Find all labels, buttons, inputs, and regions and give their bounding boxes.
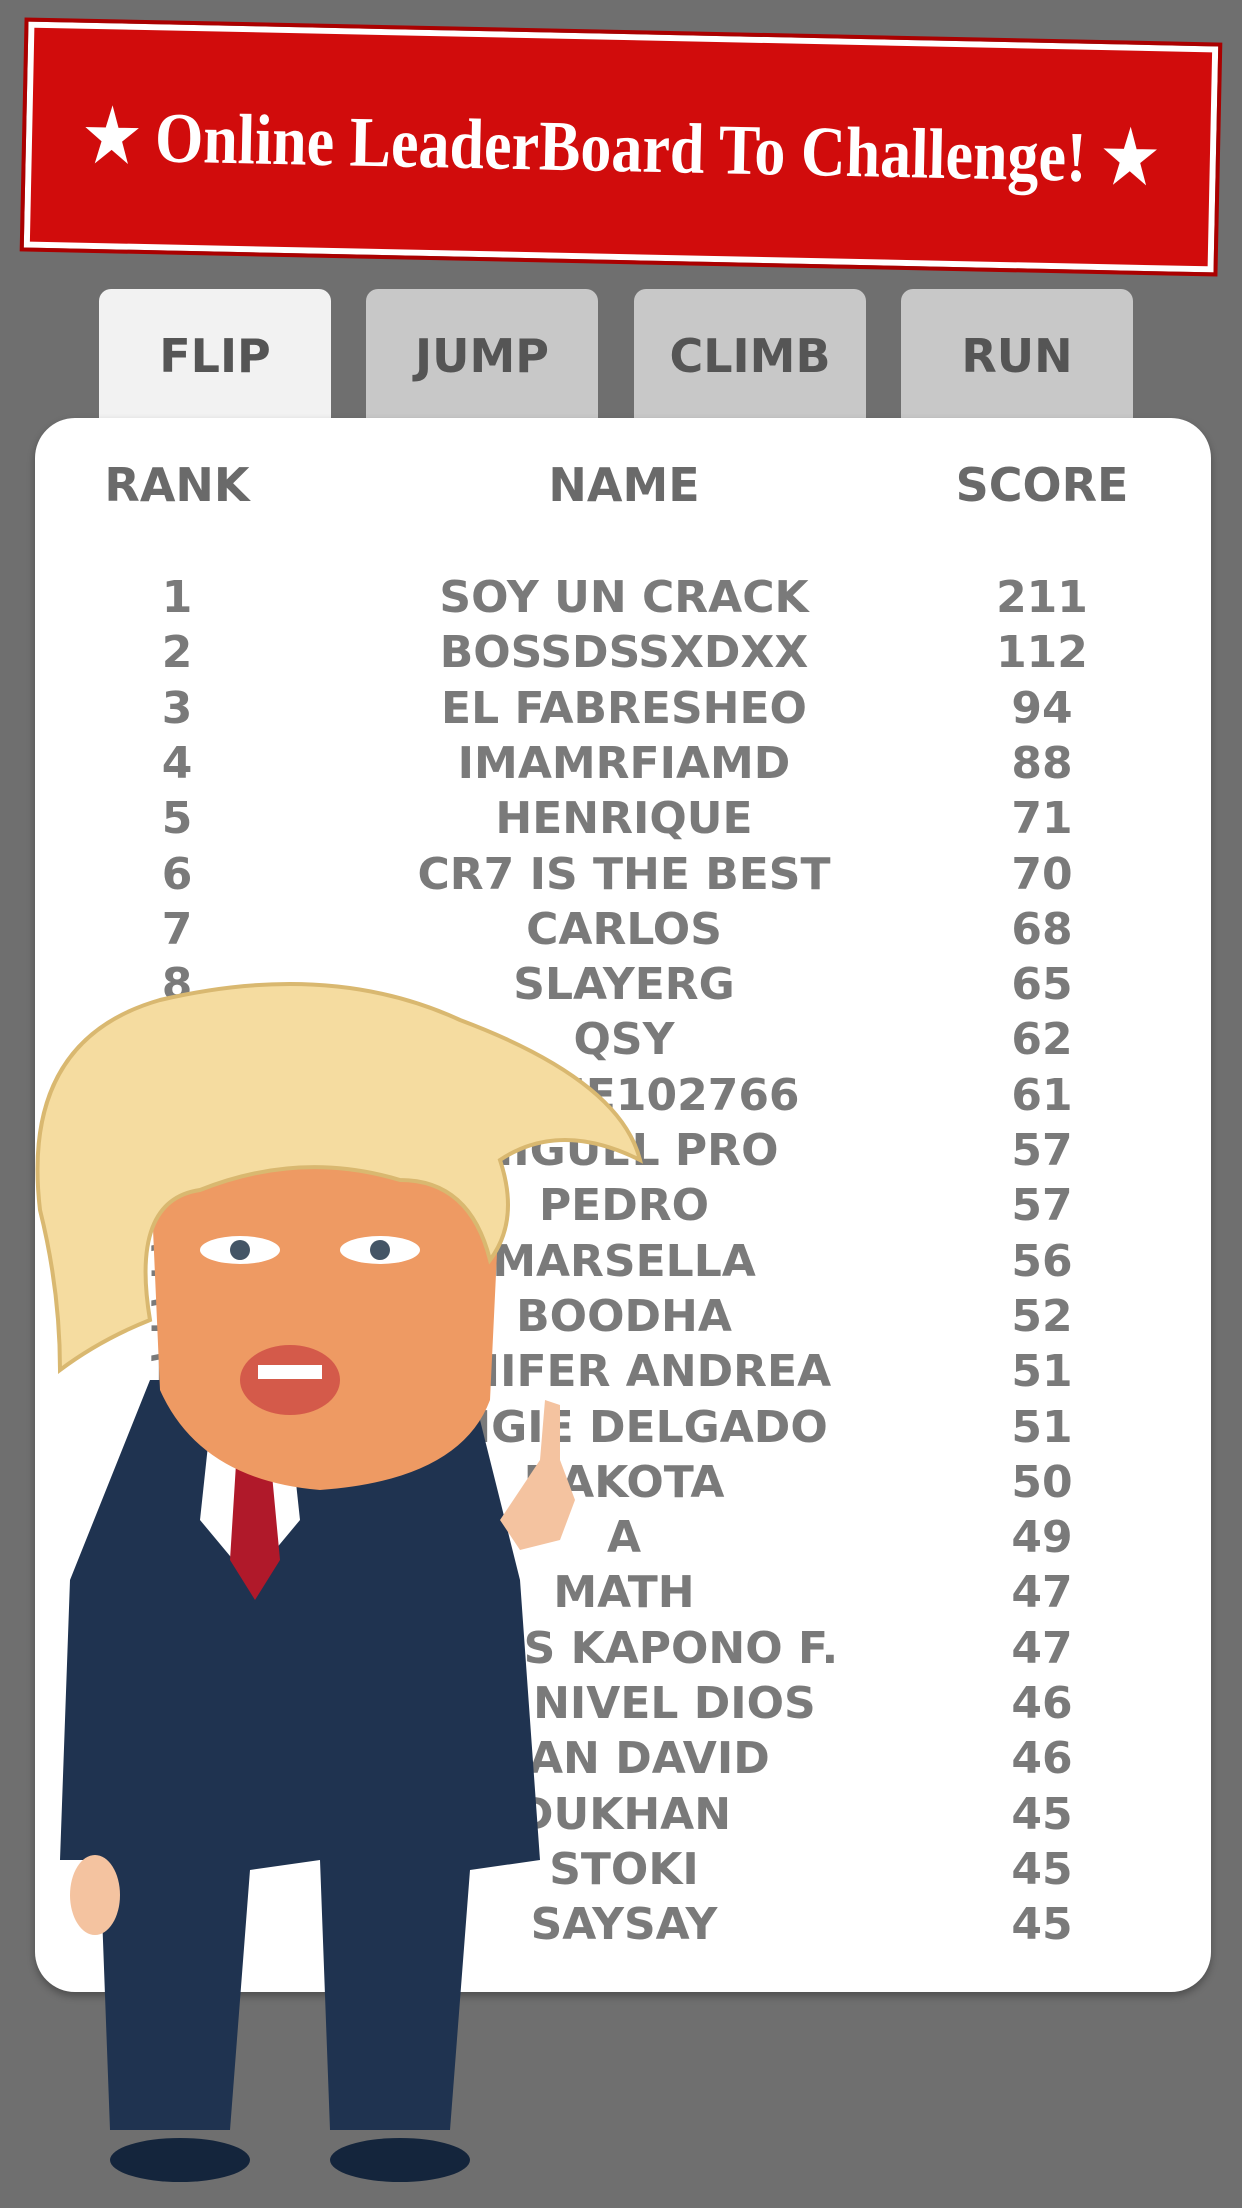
score: 57 (1011, 1125, 1073, 1176)
player-name: SAYSAY (530, 1899, 718, 1951)
score: 46 (1011, 1678, 1073, 1729)
player-name: ANGIE DELGADO (420, 1401, 828, 1453)
score: 45 (1011, 1899, 1073, 1951)
column-header: RANK (104, 458, 250, 512)
score: 45 (1011, 1843, 1073, 1895)
score: 68 (1011, 903, 1073, 955)
player-name: CR7 IS THE BEST (417, 848, 831, 900)
player-name: QSY (573, 1014, 675, 1066)
tab[interactable]: JUMP (366, 289, 598, 424)
player-name: BOODHA (516, 1290, 732, 1342)
character (35, 982, 643, 2182)
player-name: CARLOS (526, 903, 722, 955)
score: 211 (996, 572, 1088, 623)
player-name: HENRIQUE (495, 793, 753, 845)
rank: 6 (161, 848, 193, 900)
player-name: STOKI (549, 1843, 699, 1895)
title: ★ Online LeaderBoard To Challenge! ★ (83, 97, 1159, 199)
column-header: NAME (548, 458, 700, 512)
score: 51 (1011, 1401, 1073, 1453)
player-name: MATH (553, 1567, 695, 1619)
tab[interactable]: CLIMB (634, 289, 866, 424)
score: 47 (1011, 1567, 1073, 1619)
player-name: MARSELLA (492, 1235, 756, 1287)
score: 45 (1011, 1788, 1073, 1840)
player-name: IMAMRFIAMD (457, 737, 791, 789)
player-name: EL FABRESHEO (441, 682, 807, 734)
tab[interactable]: RUN (901, 289, 1133, 424)
score: 51 (1011, 1346, 1073, 1398)
score: 70 (1011, 848, 1073, 900)
player-name: A (606, 1512, 642, 1564)
player-name: SLAYERG (513, 959, 735, 1011)
score: 50 (1011, 1456, 1073, 1508)
score: 56 (1011, 1235, 1073, 1287)
score: 52 (1011, 1290, 1073, 1342)
score: 88 (1011, 737, 1073, 789)
player-name: PEDRO (538, 1180, 710, 1232)
rank: 5 (161, 793, 193, 845)
player-name: BOSSDSSXDXX (439, 627, 809, 679)
score: 94 (1011, 682, 1073, 734)
rank: 1 (161, 572, 193, 623)
player-name: SOY UN CRACK (439, 572, 809, 623)
score: 62 (1011, 1014, 1073, 1066)
title-banner: ★ Online LeaderBoard To Challenge! ★ (19, 17, 1223, 277)
score: 47 (1011, 1622, 1073, 1674)
column-header: SCORE (955, 458, 1129, 512)
score: 49 (1011, 1512, 1073, 1564)
rank: 3 (161, 682, 193, 734)
tab[interactable]: FLIP (99, 289, 331, 424)
score: 65 (1011, 959, 1073, 1011)
score: 71 (1011, 793, 1073, 845)
score: 61 (1011, 1069, 1073, 1121)
score: 57 (1011, 1180, 1073, 1232)
score: 112 (996, 627, 1088, 679)
rank: 2 (161, 627, 193, 679)
score: 46 (1011, 1733, 1073, 1785)
player-name: DUKHAN (516, 1788, 732, 1840)
rank: 7 (161, 903, 193, 955)
rank: 4 (161, 737, 193, 789)
